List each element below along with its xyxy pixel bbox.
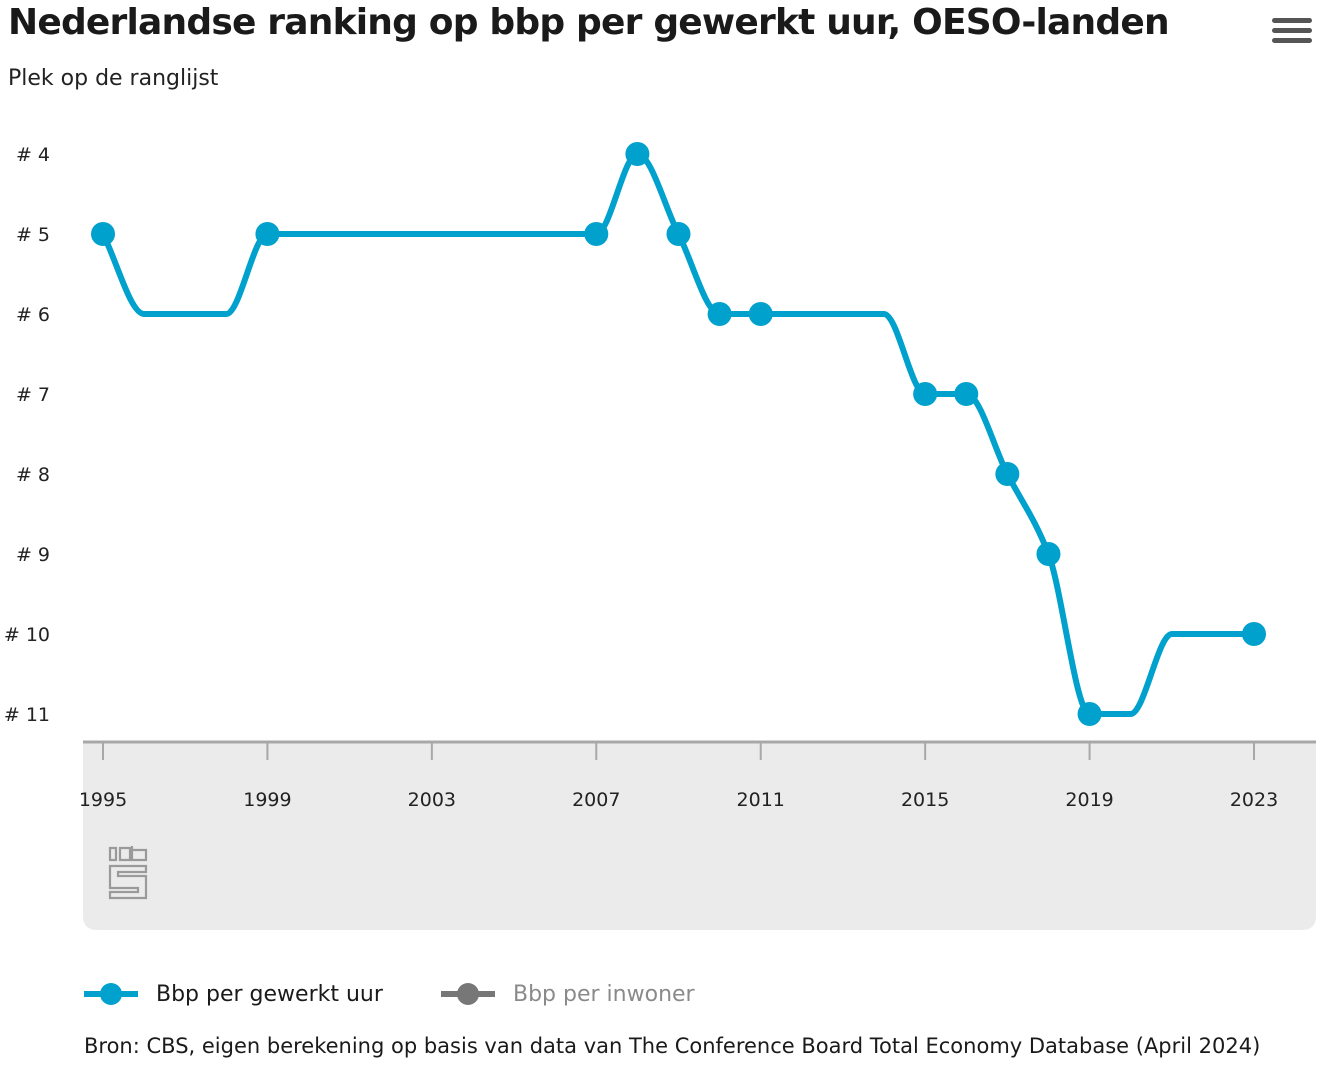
data-point-2010[interactable]: [707, 302, 732, 326]
legend-symbol: [441, 983, 495, 1005]
y-tick-label: # 8: [16, 464, 50, 486]
x-tick-label: 2007: [572, 789, 620, 811]
x-tick-label: 2003: [408, 789, 456, 811]
x-tick-label: 2011: [737, 789, 785, 811]
x-tick-label: 1995: [79, 789, 127, 811]
x-tick-label: 2019: [1065, 789, 1113, 811]
legend-label: Bbp per inwoner: [513, 981, 695, 1007]
series-line-bbp-per-gewerkt-uur: [100, 151, 1257, 717]
cbs-logo-icon: [108, 846, 148, 900]
data-point-2016[interactable]: [954, 382, 979, 406]
x-tick-label: 1999: [243, 789, 291, 811]
data-point-2015[interactable]: [913, 382, 938, 406]
data-point-2023[interactable]: [1242, 622, 1266, 646]
data-point-1995[interactable]: [91, 222, 115, 246]
data-point-2009[interactable]: [666, 222, 691, 246]
hamburger-menu-icon[interactable]: [1270, 14, 1314, 48]
x-tick-label: 2023: [1230, 789, 1278, 811]
data-point-2019[interactable]: [1077, 702, 1102, 726]
chart-title: Nederlandse ranking op bbp per gewerkt u…: [8, 2, 1170, 43]
data-point-2018[interactable]: [1036, 542, 1061, 566]
y-tick-label: # 9: [16, 544, 50, 566]
data-point-1999[interactable]: [255, 222, 280, 246]
legend-item-bbp-per-inwoner[interactable]: Bbp per inwoner: [441, 976, 695, 1012]
data-point-2007[interactable]: [584, 222, 609, 246]
source-note: Bron: CBS, eigen berekening op basis van…: [84, 1034, 1261, 1058]
legend-item-bbp-per-gewerkt-uur[interactable]: Bbp per gewerkt uur: [84, 976, 383, 1012]
legend-label: Bbp per gewerkt uur: [156, 981, 383, 1007]
y-tick-label: # 7: [16, 384, 50, 406]
data-point-2008[interactable]: [625, 142, 650, 166]
x-tick-label: 2015: [901, 789, 949, 811]
legend-symbol: [84, 983, 138, 1005]
y-tick-label: # 11: [4, 704, 50, 726]
data-point-2011[interactable]: [748, 302, 773, 326]
y-axis-title: Plek op de ranglijst: [8, 66, 219, 91]
y-tick-label: # 5: [16, 224, 50, 246]
data-point-2017[interactable]: [995, 462, 1020, 486]
navigator-panel[interactable]: [83, 742, 1316, 930]
y-tick-label: # 4: [16, 144, 50, 166]
y-tick-label: # 10: [4, 624, 50, 646]
y-tick-label: # 6: [16, 304, 50, 326]
